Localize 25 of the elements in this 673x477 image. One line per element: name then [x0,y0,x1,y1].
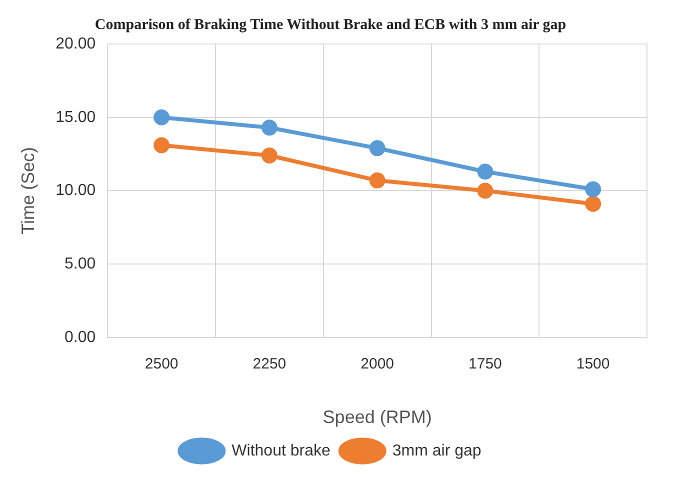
y-tick-label: 0.00 [64,328,96,346]
point [369,140,386,156]
y-axis-title: Time (Sec) [18,147,38,234]
point [261,120,278,136]
chart-title: Comparison of Braking Time Without Brake and ECB with 3 mm air gap [94,16,566,33]
x-tick-label: 2500 [144,356,178,373]
y-tick-label: 5.00 [64,255,96,272]
point [585,181,602,198]
point [261,147,278,164]
point [477,182,494,199]
x-tick-label: 1750 [468,356,502,373]
x-tick-label: 2250 [252,356,286,373]
y-tick-label: 20.00 [56,35,96,52]
x-axis-title: Speed (RPM) [322,407,432,428]
point [477,164,494,180]
x-tick-label: 2000 [360,356,394,373]
point [369,172,386,188]
y-tick-label: 10.00 [56,182,96,200]
x-tick-label: 1500 [576,356,610,373]
legend-label: Without brake [232,442,330,460]
point [154,137,170,154]
point [154,109,170,126]
point [585,196,602,212]
y-tick-label: 15.00 [56,108,96,126]
legend-label: 3mm air gap [392,442,482,460]
